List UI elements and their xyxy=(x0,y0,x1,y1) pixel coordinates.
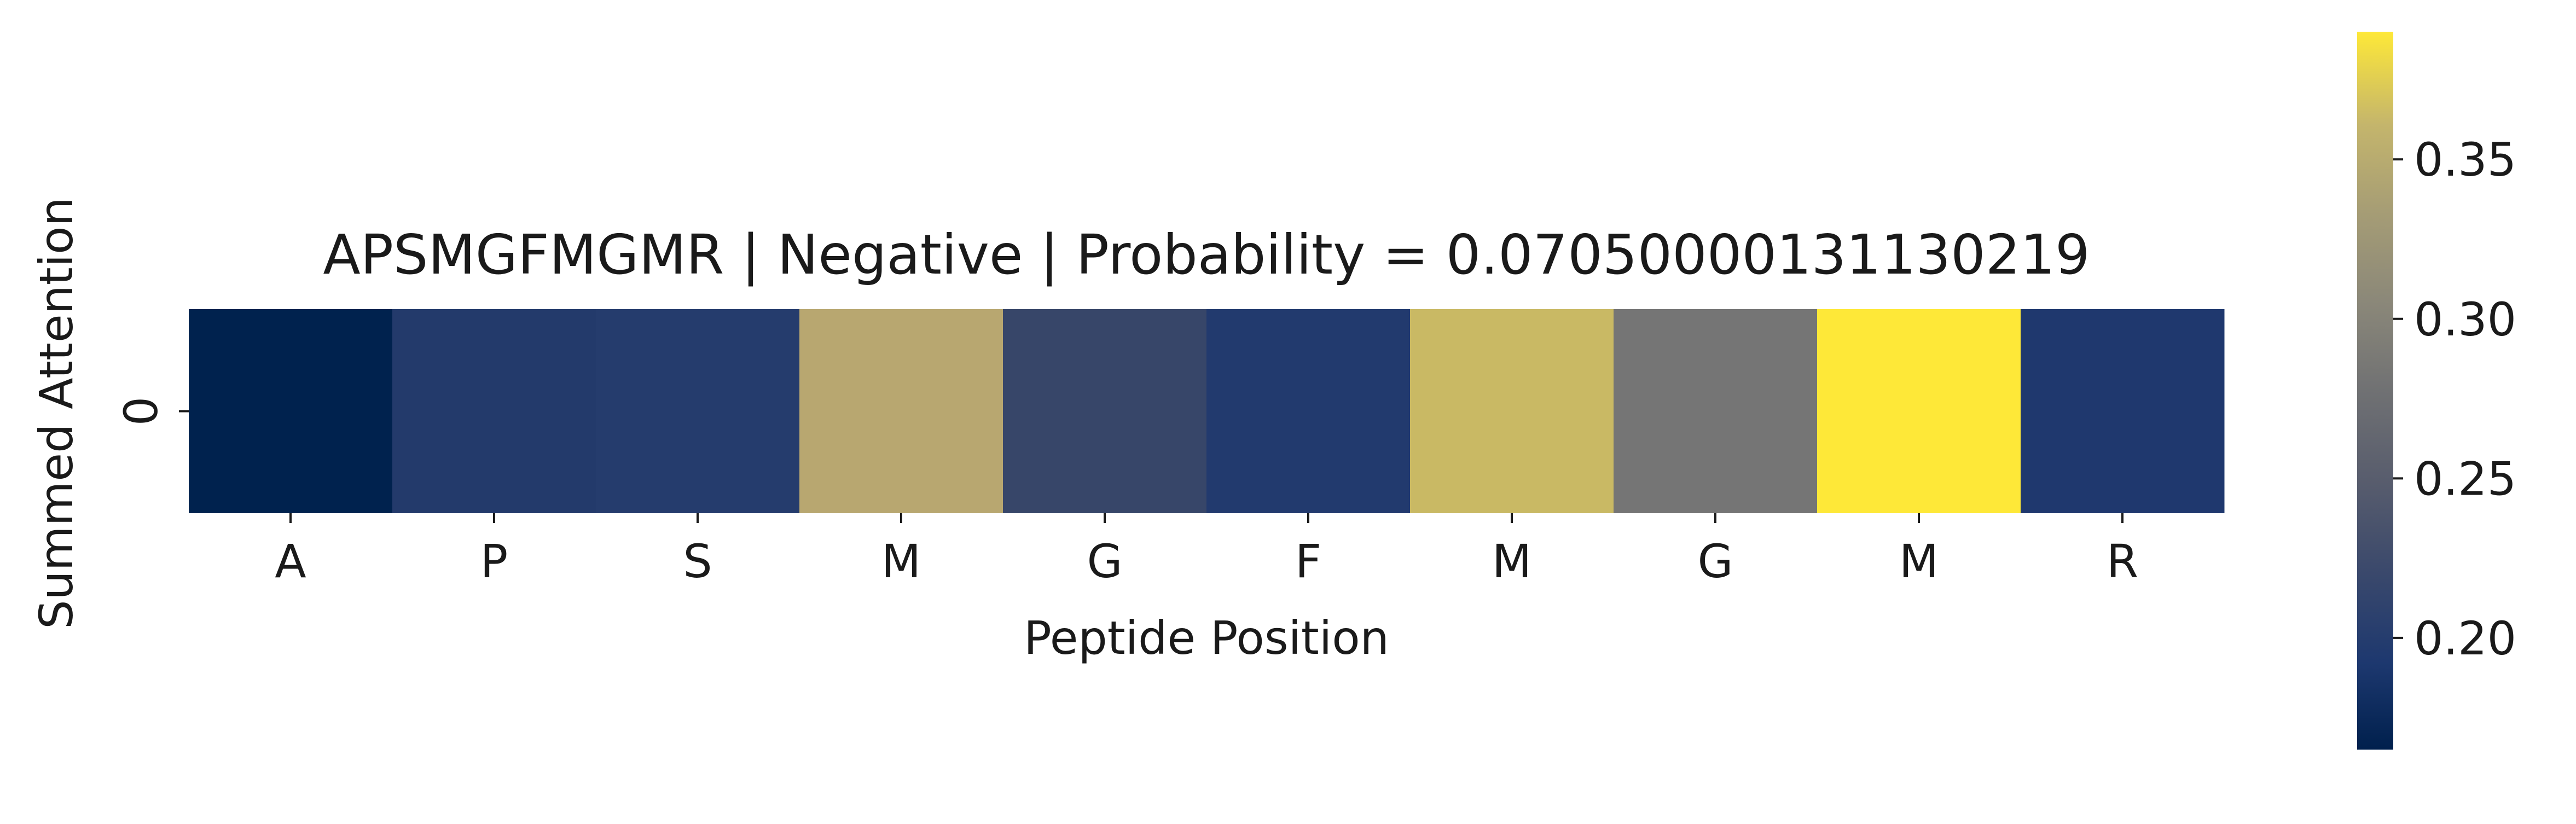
x-tick-label: S xyxy=(683,535,712,588)
colorbar xyxy=(2357,32,2393,750)
x-tick-label: P xyxy=(480,535,508,588)
x-tick-label: M xyxy=(1899,535,1939,588)
heatmap-cell xyxy=(1206,309,1411,513)
colorbar-axis: 0.20 0.25 0.30 0.35 xyxy=(2393,133,2516,665)
heatmap-cell xyxy=(1410,309,1614,513)
heatmap-cell xyxy=(392,309,596,513)
heatmap-cell xyxy=(1614,309,1818,513)
y-axis-label: Summed Attention xyxy=(30,197,83,629)
heatmap-cell xyxy=(1003,309,1207,513)
x-axis-label: Peptide Position xyxy=(1024,611,1389,665)
y-axis: 0 xyxy=(114,397,189,426)
x-tick-label: M xyxy=(881,535,921,588)
x-tick-label: M xyxy=(1492,535,1531,588)
heatmap-cells xyxy=(189,309,2225,513)
chart-title: APSMGFMGMR | Negative | Probability = 0.… xyxy=(323,223,2090,287)
heatmap-cell xyxy=(189,309,393,513)
x-tick-label: G xyxy=(1697,535,1733,588)
colorbar-tick-label: 0.20 xyxy=(2414,612,2516,665)
colorbar-tick-label: 0.25 xyxy=(2414,452,2516,506)
heatmap-cell xyxy=(2021,309,2225,513)
x-tick-label: F xyxy=(1295,535,1321,588)
heatmap-cell xyxy=(596,309,800,513)
x-tick-label: G xyxy=(1087,535,1122,588)
colorbar-tick-label: 0.30 xyxy=(2414,293,2516,346)
colorbar-tick-label: 0.35 xyxy=(2414,133,2516,187)
x-tick-label: R xyxy=(2107,535,2138,588)
heatmap-cell xyxy=(799,309,1003,513)
y-tick-label: 0 xyxy=(114,397,168,426)
heatmap-cell xyxy=(1817,309,2021,513)
x-tick-label: A xyxy=(275,535,306,588)
